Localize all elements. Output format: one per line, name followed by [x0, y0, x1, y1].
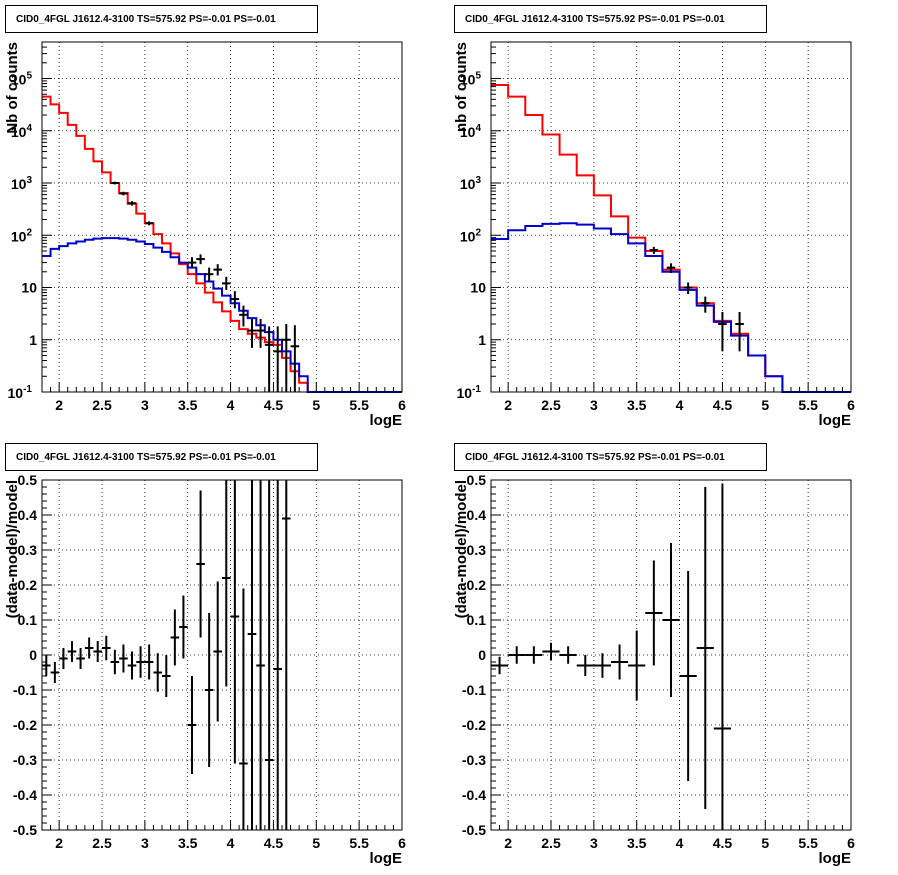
p3-y-axis-label: (data-model)/model	[4, 480, 21, 618]
p1-y-tick-label-5: 104	[11, 123, 33, 140]
p3-x-tick-label-6: 5	[312, 835, 320, 851]
p2-series-1-step-line	[491, 222, 851, 393]
p4-x-tick-label-5: 4.5	[713, 835, 733, 851]
p2-x-tick-label-0: 2	[504, 397, 512, 413]
p3-y-tick-label-1: -0.4	[13, 787, 37, 803]
p1-x-tick-label-6: 5	[312, 397, 320, 413]
p4-y-tick-label-0: -0.5	[462, 822, 486, 838]
p1-plot-frame	[41, 41, 403, 393]
p4-x-tick-label-8: 6	[847, 835, 855, 851]
p1-x-axis-label: logE	[370, 412, 403, 429]
p3-plot-frame	[41, 479, 403, 831]
p2-x-tick-label-5: 4.5	[713, 397, 733, 413]
p4-x-axis-label: logE	[819, 850, 852, 867]
p3-x-tick-label-3: 3.5	[178, 835, 198, 851]
p2-y-tick-label-0: 10-1	[457, 384, 482, 401]
p1-y-tick-label-0: 10-1	[8, 384, 33, 401]
p1-series-1-step-line	[42, 237, 402, 393]
p3-x-tick-label-5: 4.5	[264, 835, 284, 851]
p3-x-tick-label-8: 6	[398, 835, 406, 851]
p3-y-tick-label-5: 0	[29, 647, 37, 663]
p1-y-tick-label-4: 103	[11, 175, 33, 192]
p3-y-tick-label-10: 0.5	[18, 472, 38, 488]
p3-y-tick-label-6: 0.1	[18, 612, 38, 628]
p1-x-tick-label-2: 3	[141, 397, 149, 413]
p3-x-tick-label-1: 2.5	[92, 835, 112, 851]
p3-x-tick-label-4: 4	[227, 835, 235, 851]
p3-x-tick-label-2: 3	[141, 835, 149, 851]
p3-y-tick-label-3: -0.2	[13, 717, 37, 733]
p3-y-tick-label-9: 0.4	[18, 507, 38, 523]
p1-y-tick-label-6: 105	[11, 71, 33, 88]
p1-x-tick-label-8: 6	[398, 397, 406, 413]
p4-x-tick-label-1: 2.5	[541, 835, 561, 851]
panel-title-4: CID0_4FGL J1612.4-3100 TS=575.92 PS=-0.0…	[454, 443, 767, 471]
p4-y-tick-label-5: 0	[478, 647, 486, 663]
p2-y-axis-label: nb of counts	[453, 42, 470, 132]
p2-x-tick-label-3: 3.5	[627, 397, 647, 413]
p2-x-tick-label-7: 5.5	[798, 397, 818, 413]
p2-y-tick-label-4: 103	[460, 175, 482, 192]
p1-x-tick-label-1: 2.5	[92, 397, 112, 413]
p3-x-tick-label-7: 5.5	[349, 835, 369, 851]
p1-x-tick-label-4: 4	[227, 397, 235, 413]
p4-y-tick-label-9: 0.4	[467, 507, 487, 523]
p4-y-tick-label-4: -0.1	[462, 682, 486, 698]
p4-y-axis-label: (data-model)/model	[453, 480, 470, 618]
p4-y-tick-label-3: -0.2	[462, 717, 486, 733]
p4-x-tick-label-6: 5	[761, 835, 769, 851]
p1-y-axis-label: Nb of counts	[4, 42, 21, 134]
p3-y-tick-label-7: 0.2	[18, 577, 38, 593]
p1-x-tick-label-5: 4.5	[264, 397, 284, 413]
p4-y-tick-label-8: 0.3	[467, 542, 487, 558]
p2-y-tick-label-2: 10	[470, 280, 486, 296]
p4-plot-frame	[490, 479, 852, 831]
p2-y-tick-label-1: 1	[478, 332, 486, 348]
panel-title-3: CID0_4FGL J1612.4-3100 TS=575.92 PS=-0.0…	[5, 443, 318, 471]
p4-y-tick-label-6: 0.1	[467, 612, 487, 628]
p3-y-tick-label-8: 0.3	[18, 542, 38, 558]
p4-x-tick-label-0: 2	[504, 835, 512, 851]
p1-x-tick-label-3: 3.5	[178, 397, 198, 413]
p1-y-tick-label-3: 102	[11, 227, 33, 244]
p2-x-tick-label-4: 4	[676, 397, 684, 413]
p2-x-tick-label-8: 6	[847, 397, 855, 413]
p1-series-0-step-line	[42, 95, 402, 393]
p2-x-tick-label-6: 5	[761, 397, 769, 413]
p2-x-tick-label-2: 3	[590, 397, 598, 413]
p2-y-tick-label-5: 104	[460, 123, 482, 140]
p2-y-tick-label-3: 102	[460, 227, 482, 244]
panel-title-1: CID0_4FGL J1612.4-3100 TS=575.92 PS=-0.0…	[5, 5, 318, 33]
p3-x-tick-label-0: 2	[55, 835, 63, 851]
p2-x-tick-label-1: 2.5	[541, 397, 561, 413]
p1-y-tick-label-1: 1	[29, 332, 37, 348]
p1-x-tick-label-0: 2	[55, 397, 63, 413]
p4-x-tick-label-7: 5.5	[798, 835, 818, 851]
p4-y-tick-label-1: -0.4	[462, 787, 486, 803]
p4-y-tick-label-7: 0.2	[467, 577, 487, 593]
p1-y-tick-label-2: 10	[21, 280, 37, 296]
p2-plot-frame	[490, 41, 852, 393]
p1-x-tick-label-7: 5.5	[349, 397, 369, 413]
p4-x-tick-label-4: 4	[676, 835, 684, 851]
p4-x-tick-label-2: 3	[590, 835, 598, 851]
p3-x-axis-label: logE	[370, 850, 403, 867]
p3-y-tick-label-0: -0.5	[13, 822, 37, 838]
p2-y-tick-label-6: 105	[460, 71, 482, 88]
p3-y-tick-label-2: -0.3	[13, 752, 37, 768]
p2-x-axis-label: logE	[819, 412, 852, 429]
p4-x-tick-label-3: 3.5	[627, 835, 647, 851]
panel-title-2: CID0_4FGL J1612.4-3100 TS=575.92 PS=-0.0…	[454, 5, 767, 33]
p4-y-tick-label-10: 0.5	[467, 472, 487, 488]
p3-y-tick-label-4: -0.1	[13, 682, 37, 698]
p4-y-tick-label-2: -0.3	[462, 752, 486, 768]
